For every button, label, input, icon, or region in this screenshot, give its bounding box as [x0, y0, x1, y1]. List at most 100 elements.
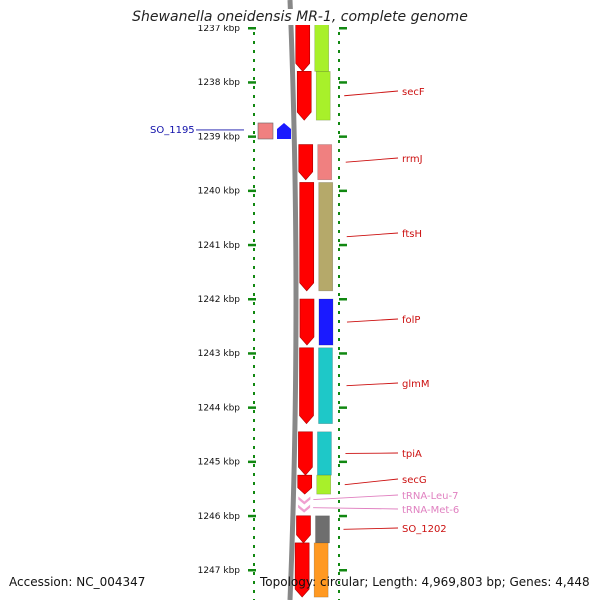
- ruler-label: 1237 kbp: [198, 24, 241, 34]
- ruler-dot: [253, 401, 255, 404]
- ruler-dot: [253, 203, 255, 206]
- ruler-dot: [338, 527, 340, 530]
- ruler-dot: [338, 392, 340, 395]
- ruler-dot: [253, 491, 255, 494]
- ruler-dot: [338, 212, 340, 215]
- ruler-major-tick: [248, 460, 256, 464]
- ruler-dot: [338, 311, 340, 314]
- ruler-dot: [338, 536, 340, 539]
- ruler-dot: [253, 86, 255, 89]
- ruler-dot: [253, 32, 255, 35]
- gene-leader-line: [344, 90, 399, 97]
- ruler-major-tick: [248, 27, 256, 30]
- ruler-dot: [338, 86, 340, 89]
- ruler-dot: [253, 581, 255, 584]
- reverse-strand-features: SO_1195: [150, 122, 291, 140]
- ruler-dot: [338, 572, 340, 575]
- gene-label: glmM: [402, 379, 430, 390]
- gene-box: [316, 474, 332, 495]
- ruler-dot: [338, 410, 340, 413]
- ruler-dot: [253, 275, 255, 278]
- ruler-dot: [338, 320, 340, 323]
- ruler-dot: [253, 194, 255, 197]
- ruler-dot: [253, 338, 255, 341]
- ruler-dot: [338, 194, 340, 197]
- gene-leader-line: [346, 382, 399, 387]
- map-title: Shewanella oneidensis MR-1, complete gen…: [130, 9, 470, 25]
- ruler-dot: [338, 374, 340, 377]
- gene-box: [318, 298, 334, 346]
- ruler-dot: [338, 122, 340, 125]
- ruler-dot: [253, 131, 255, 134]
- ruler-dot: [338, 50, 340, 53]
- cds-arrow: [299, 298, 315, 346]
- ruler-dot: [253, 50, 255, 53]
- ruler-dot: [253, 527, 255, 530]
- trna-leader-line: [313, 494, 399, 500]
- ruler-label: 1242 kbp: [198, 295, 241, 305]
- ruler-dot: [338, 428, 340, 431]
- ruler-major-tick: [248, 298, 256, 301]
- ruler-dot: [253, 392, 255, 395]
- gene-box: [313, 542, 329, 598]
- ruler-major-tick: [339, 352, 347, 355]
- cds-arrow: [298, 431, 313, 476]
- ruler-dot: [253, 266, 255, 269]
- ruler-major-tick: [339, 406, 347, 409]
- ruler-dot: [338, 104, 340, 107]
- ruler-dot: [253, 590, 255, 593]
- gene-label: ftsH: [402, 229, 422, 240]
- gene-box: [315, 71, 331, 121]
- ruler-dot: [253, 428, 255, 431]
- gene-box: [318, 182, 334, 292]
- ruler-dot: [338, 464, 340, 467]
- ruler-dot: [253, 482, 255, 485]
- ruler-dot: [253, 320, 255, 323]
- ruler-dot: [338, 176, 340, 179]
- ruler-dot: [338, 554, 340, 557]
- gene-leader-line: [346, 318, 399, 323]
- ruler-label: 1247 kbp: [198, 566, 241, 576]
- ruler-dot: [253, 293, 255, 296]
- ruler-dot: [253, 419, 255, 422]
- ruler-dot: [253, 545, 255, 548]
- ruler-dot: [253, 239, 255, 242]
- gene-box: [318, 347, 333, 424]
- ruler-major-tick: [248, 514, 256, 518]
- ruler-dot: [338, 446, 340, 449]
- trna-label: tRNA-Leu-7: [402, 491, 458, 502]
- ruler-label: 1239 kbp: [198, 132, 241, 142]
- ruler-dot: [253, 509, 255, 512]
- ruler-dot: [338, 482, 340, 485]
- reverse-gene-label: SO_1195: [150, 125, 195, 136]
- cds-arrow: [296, 71, 312, 121]
- ruler-dot: [338, 185, 340, 188]
- ruler-major-tick: [339, 298, 347, 301]
- ruler-dot: [253, 122, 255, 125]
- gene-box: [317, 431, 332, 476]
- gene-leader-line: [346, 232, 399, 238]
- backbone-line: [287, 0, 299, 600]
- gene-label: rrmJ: [402, 154, 423, 165]
- ruler-dot: [338, 590, 340, 593]
- ruler-dot: [338, 500, 340, 503]
- ruler-major-tick: [248, 569, 256, 572]
- cds-arrow: [297, 474, 313, 495]
- ruler-dot: [253, 140, 255, 143]
- ruler-dot: [338, 167, 340, 170]
- ruler-ticks: [248, 27, 347, 600]
- ruler-major-tick: [248, 189, 256, 193]
- ruler-dot: [253, 212, 255, 215]
- gene-label: folP: [402, 315, 420, 326]
- gene-label: tpiA: [402, 449, 422, 460]
- ruler-dot: [338, 455, 340, 458]
- gene-callouts: secF rrmJ ftsH folP glmM tpiA secG SO_1202 tRNA-…: [313, 87, 459, 535]
- cds-arrow: [294, 542, 310, 598]
- ruler-dot: [338, 203, 340, 206]
- ruler-dot: [253, 167, 255, 170]
- ruler-dot: [253, 410, 255, 413]
- gene-box: [317, 144, 333, 181]
- ruler-major-tick: [248, 352, 256, 355]
- ruler-dot: [253, 158, 255, 161]
